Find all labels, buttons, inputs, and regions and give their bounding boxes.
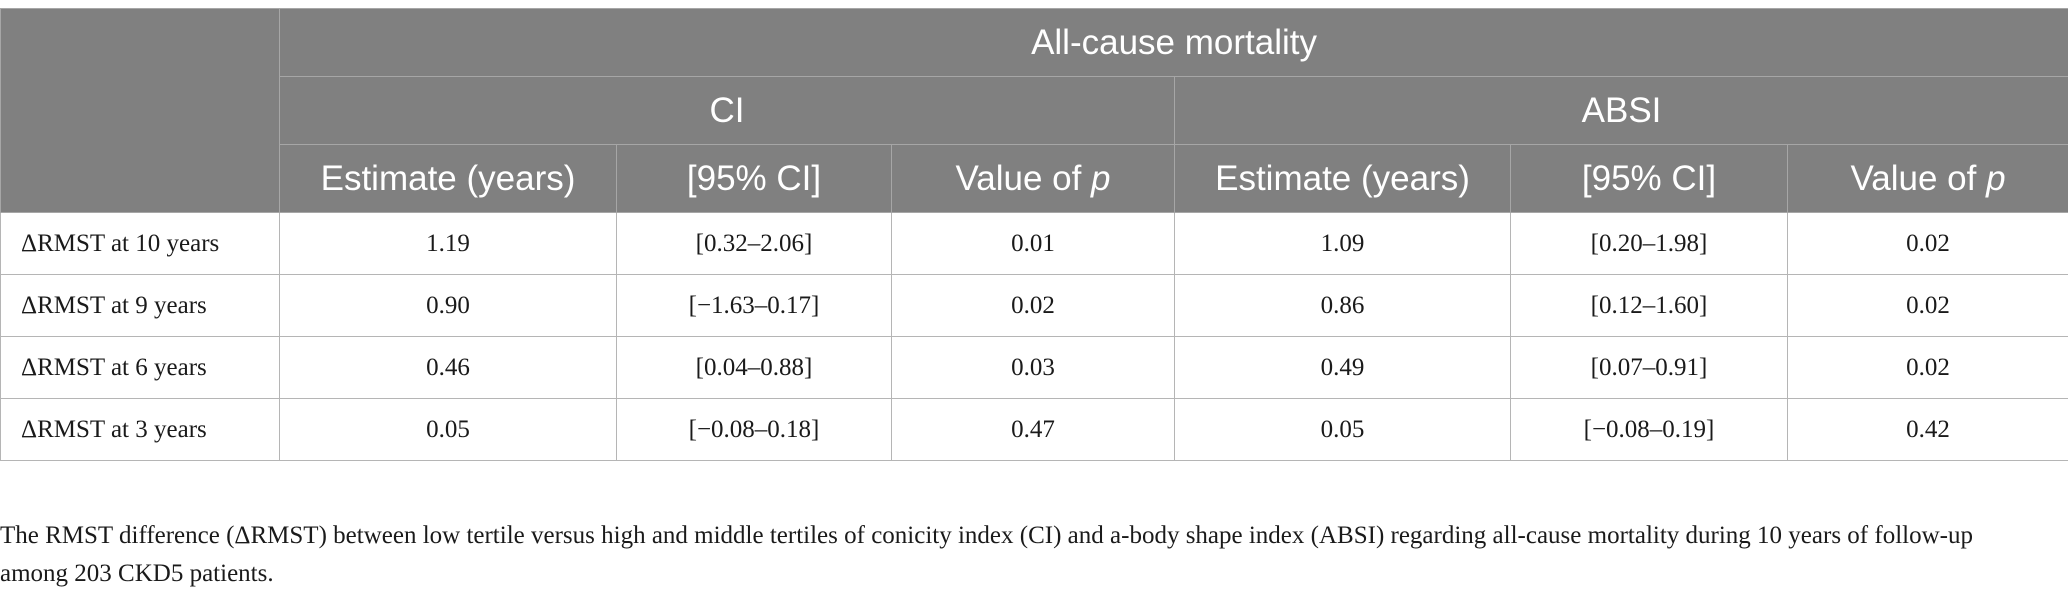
table-row: ΔRMST at 6 years 0.46 [0.04–0.88] 0.03 0…	[1, 337, 2068, 399]
table-cell: [0.12–1.60]	[1511, 275, 1788, 337]
table-cell: [−1.63–0.17]	[617, 275, 892, 337]
table-cell: [−0.08–0.18]	[617, 399, 892, 461]
header-corner	[1, 9, 280, 213]
header-group: All-cause mortality	[280, 9, 2068, 77]
row-label: ΔRMST at 9 years	[1, 275, 280, 337]
column-header: Estimate (years)	[280, 145, 617, 213]
table-cell: 0.01	[892, 213, 1175, 275]
table-cell: 1.09	[1175, 213, 1511, 275]
column-header: Value of p	[892, 145, 1175, 213]
table-cell: [0.04–0.88]	[617, 337, 892, 399]
table-cell: 0.03	[892, 337, 1175, 399]
table-row: ΔRMST at 10 years 1.19 [0.32–2.06] 0.01 …	[1, 213, 2068, 275]
table-cell: 0.46	[280, 337, 617, 399]
table-cell: 0.02	[1788, 337, 2068, 399]
row-label: ΔRMST at 6 years	[1, 337, 280, 399]
column-header: Value of p	[1788, 145, 2068, 213]
table-cell: [0.20–1.98]	[1511, 213, 1788, 275]
table-container: All-cause mortality CI ABSI Estimate (ye…	[0, 8, 2068, 461]
table-cell: 0.49	[1175, 337, 1511, 399]
column-header: [95% CI]	[1511, 145, 1788, 213]
table-cell: 0.05	[1175, 399, 1511, 461]
table-cell: [0.32–2.06]	[617, 213, 892, 275]
table-caption: The RMST difference (ΔRMST) between low …	[0, 517, 2000, 593]
table-cell: 0.02	[892, 275, 1175, 337]
table-cell: 0.02	[1788, 213, 2068, 275]
table-cell: 1.19	[280, 213, 617, 275]
table-row: ΔRMST at 9 years 0.90 [−1.63–0.17] 0.02 …	[1, 275, 2068, 337]
table-cell: 0.47	[892, 399, 1175, 461]
column-header: [95% CI]	[617, 145, 892, 213]
row-label: ΔRMST at 10 years	[1, 213, 280, 275]
table-cell: 0.05	[280, 399, 617, 461]
table-row: ΔRMST at 3 years 0.05 [−0.08–0.18] 0.47 …	[1, 399, 2068, 461]
table-cell: 0.02	[1788, 275, 2068, 337]
results-table: All-cause mortality CI ABSI Estimate (ye…	[0, 8, 2068, 461]
table-cell: 0.90	[280, 275, 617, 337]
table-cell: 0.86	[1175, 275, 1511, 337]
table-cell: [−0.08–0.19]	[1511, 399, 1788, 461]
table-cell: [0.07–0.91]	[1511, 337, 1788, 399]
column-header: Estimate (years)	[1175, 145, 1511, 213]
row-label: ΔRMST at 3 years	[1, 399, 280, 461]
header-subgroup-absi: ABSI	[1175, 77, 2068, 145]
table-cell: 0.42	[1788, 399, 2068, 461]
header-subgroup-ci: CI	[280, 77, 1175, 145]
